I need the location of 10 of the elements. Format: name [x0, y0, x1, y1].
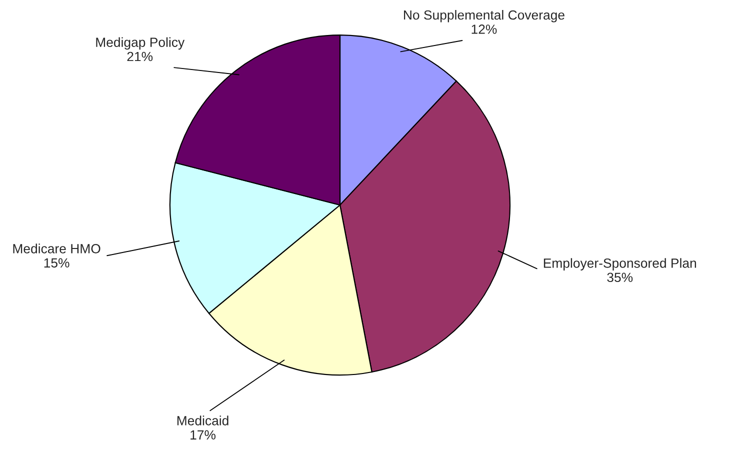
slice-label: Medigap Policy: [96, 37, 185, 50]
data-label: 17%: [190, 430, 216, 440]
data-label: 15%: [44, 258, 70, 268]
slice-label: Medicare HMO: [13, 244, 100, 254]
data-label: 12%: [472, 24, 497, 34]
data-label: 21%: [127, 52, 153, 62]
data-label: 35%: [607, 272, 633, 282]
slice-label: No Supplemental Coverage: [404, 10, 564, 22]
slice-label: Medicaid: [177, 416, 228, 426]
slice-label: Employer-Sponsored Plan: [544, 258, 696, 270]
